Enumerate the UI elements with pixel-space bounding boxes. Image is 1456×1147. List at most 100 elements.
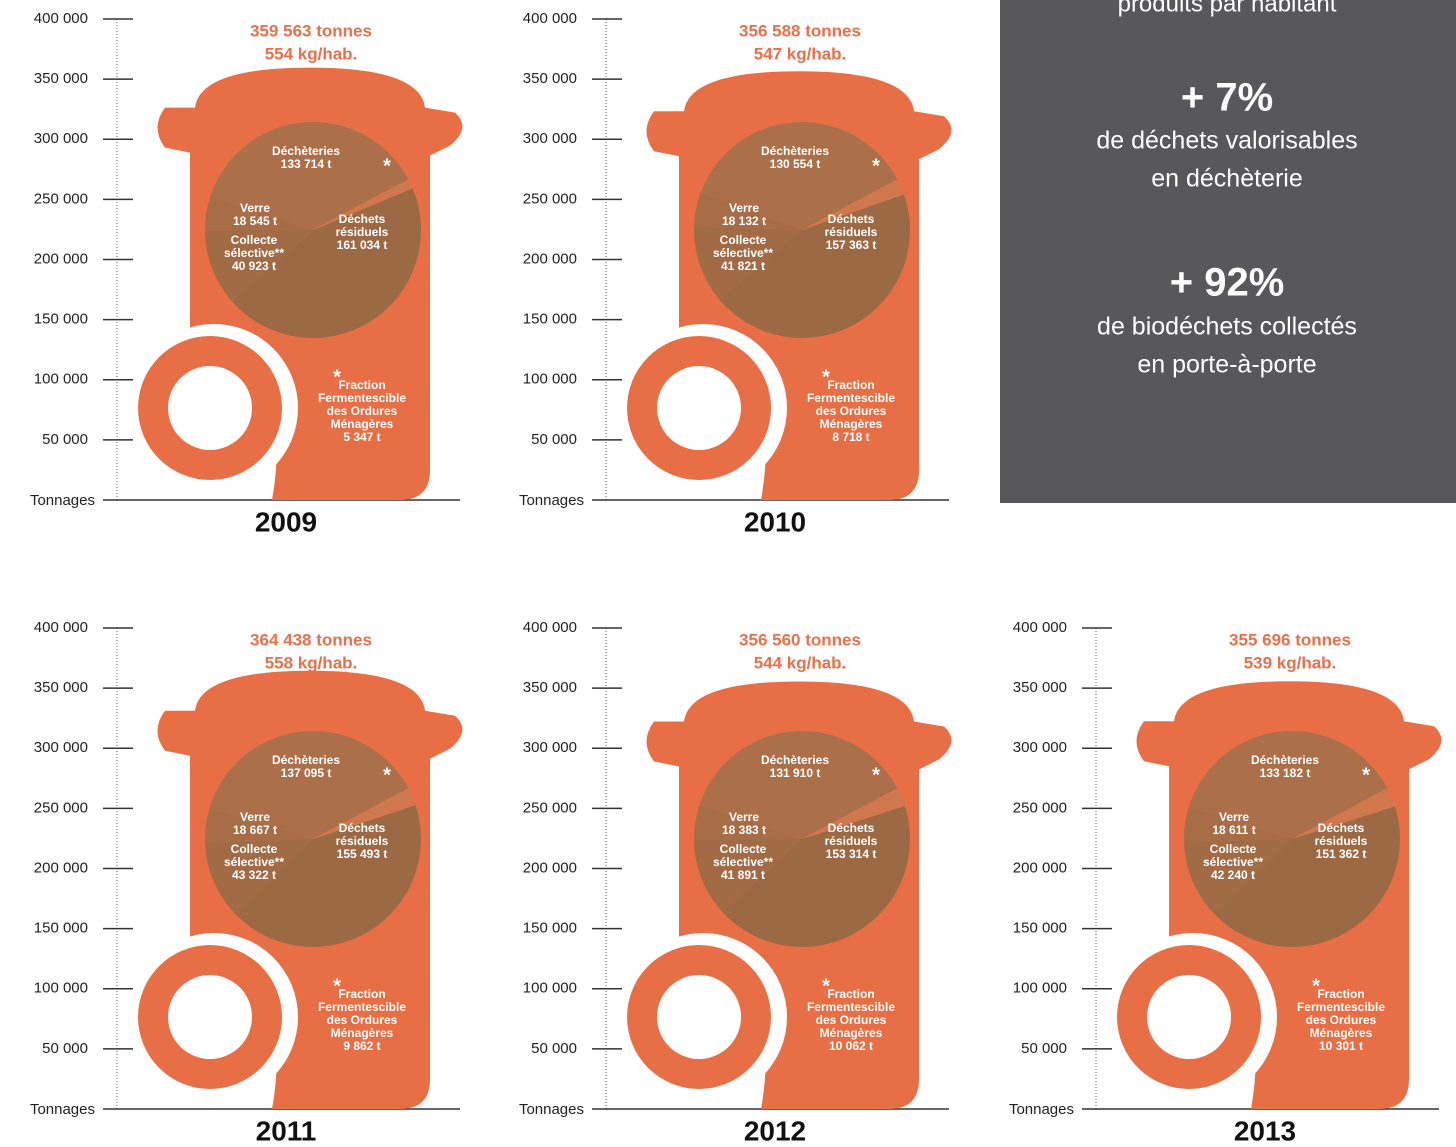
label-line: Collecte xyxy=(231,233,278,247)
slice-label: Collecte sélective** 43 322 t xyxy=(224,842,284,882)
footnote-marker: * xyxy=(1362,764,1370,786)
y-tick-label: 200 000 xyxy=(523,859,577,876)
label-line: Fermentescible xyxy=(807,1000,895,1014)
label-line: Fermentescible xyxy=(1297,1000,1385,1014)
label-line: Déchets xyxy=(828,212,875,226)
y-tick-label: 50 000 xyxy=(42,1040,88,1057)
label-line: sélective** xyxy=(713,246,773,260)
slice-label: Déchèteries 133 714 t xyxy=(272,144,340,171)
footnote-marker: * xyxy=(383,764,391,786)
slice-label: Déchèteries 130 554 t xyxy=(761,144,829,171)
total-label: 558 kg/hab. xyxy=(265,653,358,672)
pie-slice xyxy=(719,194,910,338)
pie-slice xyxy=(205,196,313,231)
label-line: 18 383 t xyxy=(722,823,766,837)
panel-line: de déchets valorisables xyxy=(1096,127,1357,155)
slice-label: Déchèteries 131 910 t xyxy=(761,753,829,780)
label-line: Fraction xyxy=(338,378,385,392)
label-line: résiduels xyxy=(336,225,389,239)
total-label: 356 588 tonnes xyxy=(739,21,861,40)
slice-label: Déchets résiduels 153 314 t xyxy=(825,821,878,861)
y-tick-label: 50 000 xyxy=(531,431,577,448)
label-line: 42 240 t xyxy=(1211,868,1255,882)
panel-figure: + 7% xyxy=(1181,76,1273,120)
y-tick-label: 400 000 xyxy=(523,619,577,636)
slice-label: Déchets résiduels 155 493 t xyxy=(336,821,389,861)
pie-slice xyxy=(722,805,910,947)
slice-label: Verre 18 545 t xyxy=(233,201,277,228)
slice-label: Verre 18 611 t xyxy=(1212,810,1255,837)
label-line: Ménagères xyxy=(820,1026,883,1040)
total-label: 356 560 tonnes xyxy=(739,630,861,649)
y-tick-label: 300 000 xyxy=(1013,739,1067,756)
label-line: Déchets xyxy=(828,821,875,835)
label-line: 8 718 t xyxy=(832,430,869,444)
pie-slice xyxy=(313,788,416,839)
pie-slice xyxy=(802,179,904,230)
pie-slice xyxy=(1188,731,1388,839)
y-tick-label: 100 000 xyxy=(523,980,577,997)
label-line: 133 182 t xyxy=(1260,766,1311,780)
y-tick-label: 100 000 xyxy=(1013,980,1067,997)
label-line: 137 095 t xyxy=(281,766,332,780)
label-line: Déchets xyxy=(1318,821,1365,835)
label-line: résiduels xyxy=(1315,834,1368,848)
y-tick-label: 400 000 xyxy=(523,10,577,27)
slice-label: Déchets résiduels 157 363 t xyxy=(825,212,878,252)
slice-label: Collecte sélective** 42 240 t xyxy=(1203,842,1263,882)
label-line: sélective** xyxy=(224,855,284,869)
y-tick-label: 100 000 xyxy=(34,980,88,997)
chart-title: 2013 xyxy=(1234,1115,1296,1146)
label-line: Ménagères xyxy=(331,417,394,431)
label-line: 41 821 t xyxy=(721,259,765,273)
label-line: 18 545 t xyxy=(233,214,277,228)
wheel-hub xyxy=(1147,975,1231,1059)
label-line: 18 667 t xyxy=(233,823,277,837)
slice-label: Collecte sélective** 40 923 t xyxy=(224,233,284,273)
label-line: 9 862 t xyxy=(343,1039,380,1053)
label-line: résiduels xyxy=(336,834,389,848)
label-line: Fraction xyxy=(827,378,874,392)
slice-label: Verre 18 132 t xyxy=(722,201,766,228)
total-label: 364 438 tonnes xyxy=(250,630,372,649)
footnote-marker: * xyxy=(383,155,391,177)
y-tick-label: 50 000 xyxy=(531,1040,577,1057)
label-line: sélective** xyxy=(224,246,284,260)
panel-line: en porte-à-porte xyxy=(1137,351,1316,379)
y-tick-label: 350 000 xyxy=(523,70,577,87)
y-tick-label: 200 000 xyxy=(34,859,88,876)
footnote-marker: * xyxy=(822,975,830,997)
wheel-hub xyxy=(168,975,252,1059)
slice-label: Fraction Fermentescible des Ordures Ménagèr… xyxy=(318,987,406,1053)
total-label: 539 kg/hab. xyxy=(1244,653,1337,672)
pie-slice xyxy=(694,192,802,230)
pie-slice xyxy=(1214,806,1400,947)
label-line: Fraction xyxy=(827,987,874,1001)
chart: Tonnages 50 000 100 000 150 000 200 000 250 0… xyxy=(30,619,463,1146)
label-line: 157 363 t xyxy=(826,238,877,252)
label-line: sélective** xyxy=(713,855,773,869)
y-tick-label: 150 000 xyxy=(523,311,577,328)
label-line: des Ordures xyxy=(327,1013,398,1027)
y-tick-label: 400 000 xyxy=(34,619,88,636)
total-label: 547 kg/hab. xyxy=(754,44,847,63)
y-tick-label: 150 000 xyxy=(523,920,577,937)
chart-title: 2010 xyxy=(744,506,806,537)
panel-figure: + 92% xyxy=(1170,261,1285,305)
summary-panel xyxy=(1000,0,1456,503)
pie-slice xyxy=(209,731,409,839)
label-line: Collecte xyxy=(720,233,767,247)
slice-label: Fraction Fermentescible des Ordures Ménagèr… xyxy=(318,378,406,444)
slice-label: Déchèteries 137 095 t xyxy=(272,753,340,780)
label-line: 153 314 t xyxy=(826,847,877,861)
y-axis-label: Tonnages xyxy=(519,492,584,509)
chart: Tonnages 50 000 100 000 150 000 200 000 250 0… xyxy=(519,619,952,1146)
pie-slice xyxy=(694,839,802,913)
label-line: Ménagères xyxy=(1310,1026,1373,1040)
y-axis-label: Tonnages xyxy=(1009,1101,1074,1118)
footnote-marker: * xyxy=(1312,975,1320,997)
panel-line: de biodéchets collectés xyxy=(1097,313,1357,341)
label-line: des Ordures xyxy=(816,404,887,418)
slice-label: Déchèteries 133 182 t xyxy=(1251,753,1319,780)
